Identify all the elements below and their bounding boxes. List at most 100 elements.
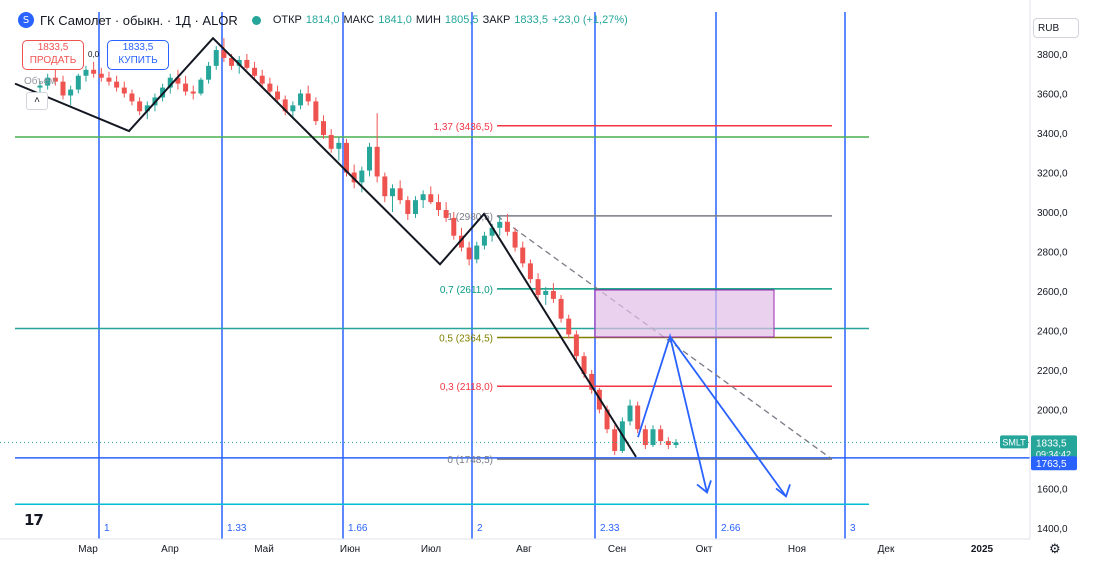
price-tick-label: 1600,0	[1037, 485, 1068, 496]
candle-body	[106, 77, 112, 82]
candles	[37, 38, 679, 455]
target-zone-rectangle[interactable]	[594, 289, 775, 338]
change-value: +23,0 (+1,27%)	[551, 14, 628, 26]
candle-body	[497, 221, 503, 228]
time-tick-label: 2025	[971, 544, 994, 555]
spread-value: 0,0	[88, 50, 100, 59]
candle-body	[98, 73, 104, 78]
candle-body	[221, 50, 227, 58]
low-label: МИН	[415, 14, 441, 26]
arrow-head-icon	[775, 484, 791, 498]
candle-body	[313, 101, 319, 122]
candle-body	[275, 91, 281, 100]
candle-body	[389, 188, 395, 197]
fib-level-label: 0 (1748,5)	[447, 455, 493, 466]
candle-body	[114, 81, 120, 88]
horizontal-levels	[15, 136, 1030, 506]
candle-body	[167, 77, 173, 88]
candle-body	[137, 101, 143, 112]
buy-button[interactable]: 1833,5 КУПИТЬ	[107, 40, 169, 70]
fib-time-zone-label: 1.33	[227, 523, 247, 534]
candle-body	[68, 89, 74, 96]
level-tag-bg	[1031, 456, 1077, 471]
candle-body	[175, 77, 181, 84]
drawings	[14, 36, 791, 498]
candle-body	[458, 235, 464, 248]
candle-body	[573, 334, 579, 357]
time-tick-label: Июл	[421, 544, 441, 555]
candle-body	[543, 291, 549, 295]
price-tick-label: 3200,0	[1037, 169, 1068, 180]
candle-body	[374, 146, 380, 177]
candle-body	[474, 245, 480, 260]
candle-body	[244, 59, 250, 68]
close-label: ЗАКР	[482, 14, 511, 26]
candle-body	[512, 231, 518, 248]
symbol-logo-icon: S	[18, 12, 34, 28]
candle-body	[535, 279, 541, 295]
candle-body	[229, 57, 235, 66]
price-tick-label: 2200,0	[1037, 366, 1068, 377]
candle-body	[642, 429, 648, 446]
fib-level-label: 0,7 (2611,0)	[440, 285, 493, 296]
candle-body	[183, 83, 189, 92]
fib-time-zone-label: 1.66	[348, 523, 368, 534]
candle-body	[405, 200, 411, 214]
market-status-dot-icon	[251, 15, 261, 25]
candle-body	[282, 99, 288, 112]
candle-body	[83, 69, 89, 76]
time-tick-label: Сен	[608, 544, 626, 555]
collapse-legend-button[interactable]: ˄	[26, 92, 48, 110]
candle-body	[206, 65, 212, 80]
time-axis[interactable]: Мар Апр Май Июн Июл Авг Сен Окт Ноя Дек 2025	[0, 538, 1030, 555]
fib-time-zone-label: 2.33	[600, 523, 620, 534]
settings-gear-icon[interactable]: ⚙	[1049, 541, 1061, 556]
candle-body	[267, 83, 273, 92]
candle-body	[412, 200, 418, 214]
candle-body	[321, 121, 327, 135]
tradingview-logo[interactable]: 17	[24, 511, 44, 529]
level-tag: 1763,5	[1036, 459, 1067, 470]
high-value: 1841,0	[378, 14, 412, 26]
candle-body	[52, 77, 58, 82]
candle-body	[627, 405, 633, 422]
price-tick-label: 3400,0	[1037, 129, 1068, 140]
symbol-title[interactable]: ГК Самолет · обыкн. · 1Д · ALOR	[40, 12, 238, 28]
time-tick-label: Дек	[878, 544, 895, 555]
candle-body	[481, 235, 487, 246]
candle-body	[420, 194, 426, 201]
candle-body	[428, 194, 434, 203]
ohlc-values: ОТКР 1814,0 МАКС 1841,0 МИН 1805,5 ЗАКР 1833…	[273, 14, 628, 26]
fib-time-zones: 1 1.33 1.66 2 2.33 2.66 3	[98, 12, 856, 539]
candle-body	[252, 67, 258, 76]
buy-label: КУПИТЬ	[118, 55, 158, 66]
zigzag-trendline	[14, 36, 637, 458]
candle-body	[344, 142, 350, 173]
candle-body	[336, 142, 342, 149]
candle-body	[45, 77, 51, 86]
candle-body	[443, 210, 449, 218]
volume-label: Объем	[24, 76, 56, 87]
sell-button[interactable]: 1833,5 ПРОДАТЬ	[22, 40, 84, 70]
candle-body	[566, 318, 572, 335]
fib-level-label: 0,5 (2364,5)	[439, 334, 493, 345]
price-tick-label: 2600,0	[1037, 287, 1068, 298]
price-tick-label: 3000,0	[1037, 208, 1068, 219]
currency-selector[interactable]: RUB	[1033, 18, 1079, 38]
candle-body	[121, 87, 127, 94]
time-tick-label: Апр	[161, 544, 179, 555]
candle-body	[489, 227, 495, 236]
symbol-tag-bg	[1000, 435, 1028, 449]
candle-body	[435, 202, 441, 211]
fib-retracement: 1,37 (3436,5) 1 (2980,5) 0,7 (2611,0) 0,5 (…	[434, 122, 833, 466]
low-value: 1805,5	[444, 14, 479, 26]
candle-body	[527, 263, 533, 280]
fib-trend-dashed-line	[496, 215, 833, 460]
candle-body	[259, 75, 265, 84]
candle-body	[451, 217, 457, 236]
price-tick-label: 2800,0	[1037, 248, 1068, 259]
candle-body	[359, 170, 365, 183]
time-tick-label: Июн	[340, 544, 360, 555]
